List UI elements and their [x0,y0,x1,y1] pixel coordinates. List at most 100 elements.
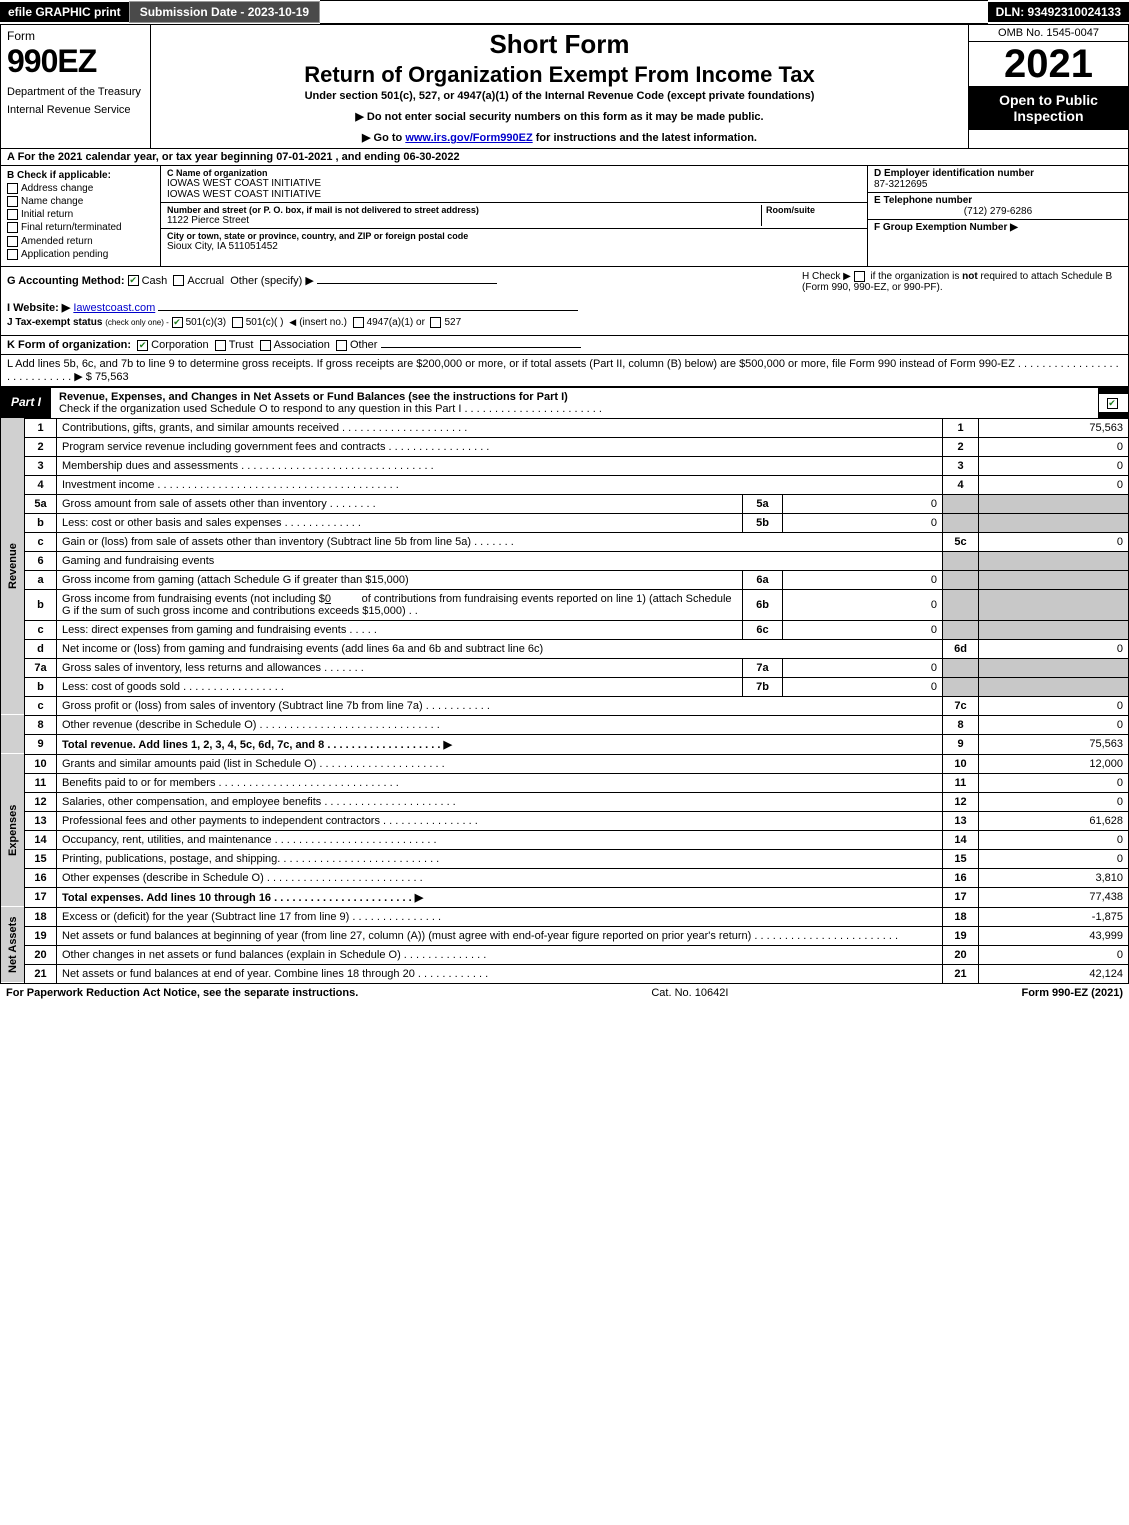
ln-6a: a [25,570,57,589]
line-16: 16 Other expenses (describe in Schedule … [1,868,1129,887]
group-exemption-row: F Group Exemption Number ▶ [868,220,1128,235]
shade-5a-val [979,494,1129,513]
chk-name-change[interactable]: Name change [7,196,154,207]
chk-association[interactable] [260,340,271,351]
phone-row: E Telephone number (712) 279-6286 [868,193,1128,220]
efile-print-label[interactable]: efile GRAPHIC print [0,2,129,22]
num-19: 19 [943,926,979,945]
part-1-dots: . . . . . . . . . . . . . . . . . . . . … [464,403,602,415]
sub-6b: 6b [743,589,783,620]
num-12: 12 [943,792,979,811]
num-18: 18 [943,907,979,926]
other-specify-line [317,283,497,284]
row-k-form-org: K Form of organization: Corporation Trus… [0,336,1129,355]
num-13: 13 [943,811,979,830]
ln-9: 9 [25,734,57,754]
ln-7c: c [25,696,57,715]
part-1-check[interactable] [1099,393,1129,412]
instr-no-ssn: ▶ Do not enter social security numbers o… [159,110,960,123]
501c3-label: 501(c)(3) [186,317,227,328]
ln-7a: 7a [25,658,57,677]
ln-10: 10 [25,754,57,773]
desc-7a: Gross sales of inventory, less returns a… [57,658,743,677]
shade-7b [943,677,979,696]
chk-application-pending-label: Application pending [21,249,108,260]
instr-goto: ▶ Go to www.irs.gov/Form990EZ for instru… [159,131,960,144]
insert-no-label: (insert no.) [299,317,347,328]
desc-6d: Net income or (loss) from gaming and fun… [57,639,943,658]
num-8: 8 [943,715,979,734]
shade-6a-val [979,570,1129,589]
ln-12: 12 [25,792,57,811]
val-15: 0 [979,849,1129,868]
irs-link[interactable]: www.irs.gov/Form990EZ [405,132,532,144]
shade-5b-val [979,513,1129,532]
subval-6a: 0 [783,570,943,589]
chk-corporation[interactable] [137,340,148,351]
ln-6b: b [25,589,57,620]
chk-4947[interactable] [353,317,364,328]
sub-6c: 6c [743,620,783,639]
i-label: I Website: ▶ [7,302,70,314]
ln-5b: b [25,513,57,532]
h-text3: required to attach Schedule B [978,271,1113,282]
num-11: 11 [943,773,979,792]
chk-final-return[interactable]: Final return/terminated [7,222,154,233]
chk-amended-return[interactable]: Amended return [7,236,154,247]
desc-13: Professional fees and other payments to … [57,811,943,830]
sub-6a: 6a [743,570,783,589]
val-20: 0 [979,945,1129,964]
527-label: 527 [444,317,461,328]
line-14: 14 Occupancy, rent, utilities, and maint… [1,830,1129,849]
val-5c: 0 [979,532,1129,551]
chk-address-change[interactable]: Address change [7,183,154,194]
desc-12: Salaries, other compensation, and employ… [57,792,943,811]
desc-6c: Less: direct expenses from gaming and fu… [57,620,743,639]
val-4: 0 [979,475,1129,494]
chk-schedule-b[interactable] [854,271,865,282]
tax-year: 2021 [969,42,1128,86]
instr-goto-suffix: for instructions and the latest informat… [533,132,757,144]
num-17: 17 [943,887,979,907]
shade-6b-val [979,589,1129,620]
shade-6 [943,551,979,570]
title-short-form: Short Form [159,29,960,60]
ln-17: 17 [25,887,57,907]
h-text1: H Check ▶ [802,271,851,282]
form-header-center: Short Form Return of Organization Exempt… [151,25,968,148]
chk-cash[interactable] [128,275,139,286]
val-3: 0 [979,456,1129,475]
num-15: 15 [943,849,979,868]
chk-501c3[interactable] [172,317,183,328]
chk-final-return-label: Final return/terminated [21,223,122,234]
chk-initial-return[interactable]: Initial return [7,209,154,220]
subval-6c: 0 [783,620,943,639]
desc-9: Total revenue. Add lines 1, 2, 3, 4, 5c,… [57,734,943,754]
desc-10: Grants and similar amounts paid (list in… [57,754,943,773]
desc-19: Net assets or fund balances at beginning… [57,926,943,945]
chk-application-pending[interactable]: Application pending [7,249,154,260]
corporation-label: Corporation [151,339,208,351]
chk-501c[interactable] [232,317,243,328]
desc-15: Printing, publications, postage, and shi… [57,849,943,868]
col-def: D Employer identification number 87-3212… [868,166,1128,266]
ln-1: 1 [25,418,57,437]
chk-accrual[interactable] [173,275,184,286]
chk-other-org[interactable] [336,340,347,351]
line-7c: c Gross profit or (loss) from sales of i… [1,696,1129,715]
line-11: 11 Benefits paid to or for members . . .… [1,773,1129,792]
chk-trust[interactable] [215,340,226,351]
sub-7a: 7a [743,658,783,677]
website-link[interactable]: Iawestcoast.com [73,302,155,314]
desc-5b: Less: cost or other basis and sales expe… [57,513,743,532]
topbar-spacer [320,0,987,24]
val-10: 12,000 [979,754,1129,773]
chk-527[interactable] [430,317,441,328]
ln-11: 11 [25,773,57,792]
form-number: 990EZ [7,43,144,80]
col-b-label: B Check if applicable: [7,170,154,181]
col-c-org-info: C Name of organization IOWAS WEST COAST … [161,166,868,266]
val-17: 77,438 [979,887,1129,907]
num-5c: 5c [943,532,979,551]
line-17: 17 Total expenses. Add lines 10 through … [1,887,1129,907]
